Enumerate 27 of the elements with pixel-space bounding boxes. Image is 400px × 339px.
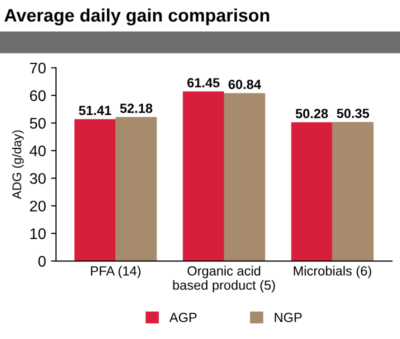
data-label: 50.35: [336, 108, 370, 118]
data-label: 52.18: [120, 104, 152, 113]
data-label: 61.45: [187, 78, 220, 88]
legend-label: AGP: [169, 312, 197, 322]
y-tick-label: 40: [30, 145, 46, 156]
y-tick-label: 0: [38, 256, 46, 267]
data-label: 51.41: [78, 106, 112, 116]
x-tick-label: PFA (14): [91, 266, 140, 278]
y-tick-label: 30: [30, 173, 46, 184]
y-axis-title: ADG (g/day): [12, 130, 24, 200]
x-tick-label: Microbials (6): [294, 266, 372, 278]
y-tick-label: 20: [30, 200, 46, 212]
y-tick-label: 70: [30, 62, 46, 74]
bar: [332, 122, 374, 262]
bar: [224, 93, 266, 262]
bar: [182, 91, 224, 262]
y-tick-label: 10: [30, 228, 46, 240]
y-tick-label: 50: [30, 118, 46, 129]
y-tick-label: 60: [30, 90, 46, 102]
data-label: 50.28: [296, 108, 328, 118]
data-label: 60.84: [228, 80, 262, 90]
bar: [74, 119, 116, 262]
legend-label: NGP: [274, 312, 302, 322]
bar: [291, 122, 332, 262]
chart-title: Average daily gain comparison: [4, 8, 270, 26]
x-tick-label: Organic acid based product (5): [173, 266, 275, 292]
bar: [116, 116, 157, 262]
